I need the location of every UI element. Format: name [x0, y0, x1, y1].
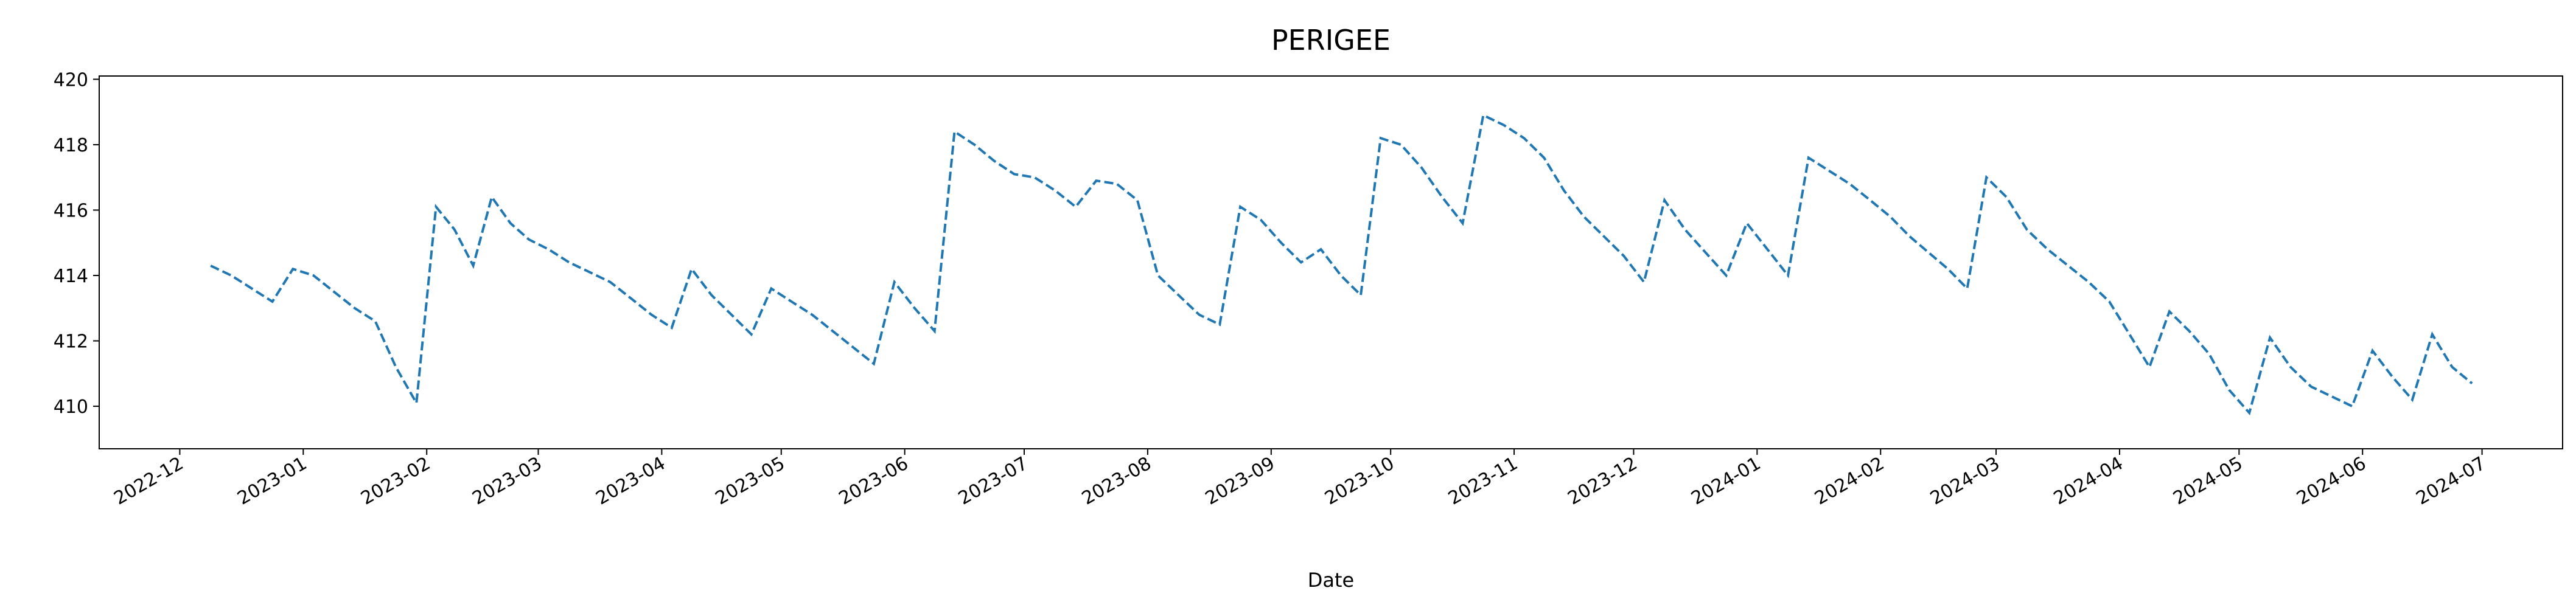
y-tick-label: 414: [54, 266, 88, 287]
plot-frame: [99, 75, 2563, 449]
x-tick-label: 2024-03: [1927, 453, 2003, 510]
x-tick-label: 2024-02: [1811, 453, 1888, 510]
x-tick-label: 2023-04: [592, 453, 669, 510]
x-tick-label: 2023-11: [1445, 453, 1521, 510]
y-tick-label: 412: [54, 331, 88, 353]
x-tick-label: 2024-06: [2293, 453, 2370, 510]
x-tick-label: 2022-12: [110, 453, 187, 510]
chart-title: PERIGEE: [1271, 24, 1391, 57]
x-tick-label: 2023-05: [712, 453, 789, 510]
x-tick-label: 2023-08: [1078, 453, 1155, 510]
x-tick-label: 2023-03: [469, 453, 545, 510]
x-axis-label: Date: [1308, 569, 1354, 592]
x-tick-label: 2023-06: [836, 453, 912, 510]
x-tick-label: 2024-07: [2413, 453, 2490, 510]
y-tick-label: 420: [54, 69, 88, 91]
y-tick-label: 416: [54, 200, 88, 221]
y-tick-label: 418: [54, 135, 88, 156]
x-tick-label: 2024-05: [2169, 453, 2246, 510]
x-tick-label: 2023-01: [234, 453, 310, 510]
x-tick-label: 2024-01: [1688, 453, 1764, 510]
x-tick-label: 2023-10: [1321, 453, 1398, 510]
x-tick-label: 2024-04: [2050, 453, 2127, 510]
data-line: [210, 113, 2473, 416]
x-tick-label: 2023-07: [955, 453, 1031, 510]
x-tick-label: 2023-09: [1202, 453, 1279, 510]
x-tick-label: 2023-02: [357, 453, 434, 510]
x-tick-label: 2023-12: [1564, 453, 1641, 510]
y-tick-label: 410: [54, 396, 88, 418]
